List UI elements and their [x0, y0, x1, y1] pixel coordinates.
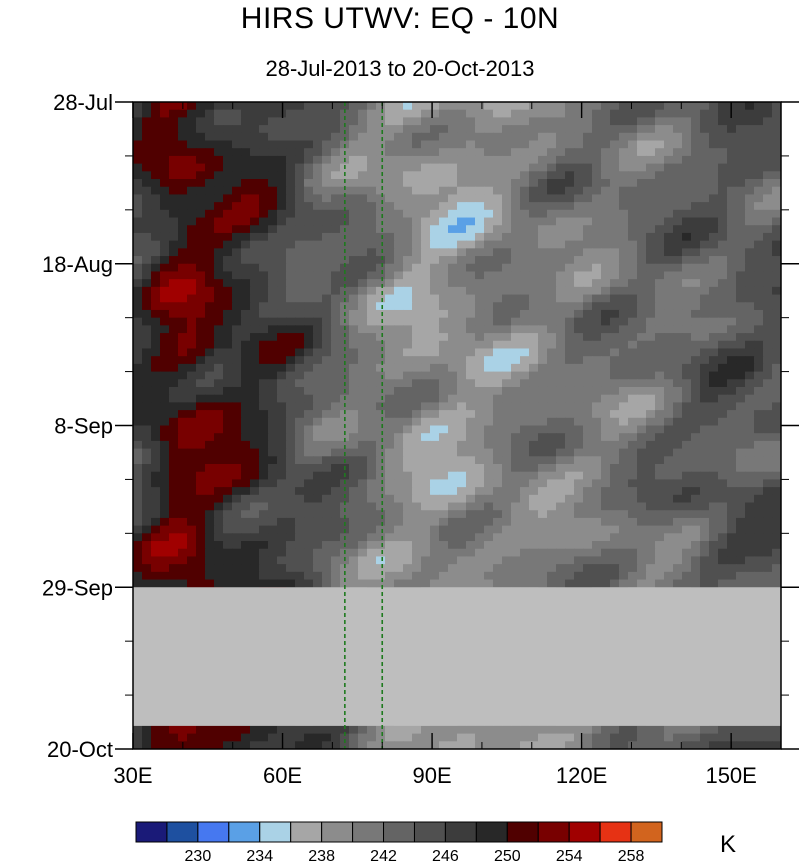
y-tick-label: 18-Aug	[42, 252, 113, 277]
colorbar-swatch	[228, 821, 261, 843]
colorbar-swatch	[290, 821, 323, 843]
x-tick-label: 60E	[263, 763, 302, 788]
colorbar-swatch	[166, 821, 199, 843]
colorbar-swatch	[321, 821, 354, 843]
colorbar-tick-label: 238	[308, 848, 335, 864]
y-tick-label: 28-Jul	[53, 90, 113, 115]
plot-area	[133, 102, 781, 749]
x-tick-label: 30E	[113, 763, 152, 788]
x-tick-label: 150E	[705, 763, 756, 788]
colorbar-tick-label: 258	[618, 848, 645, 864]
colorbar-swatch	[259, 821, 292, 843]
colorbar-tick-label: 250	[494, 848, 521, 864]
y-tick-label: 29-Sep	[42, 575, 113, 600]
x-tick-label: 90E	[412, 763, 451, 788]
x-axis: 30E 60E 90E 120E 150E	[113, 102, 782, 788]
y-axis: 28-Jul 18-Aug 8-Sep 29-Sep 20-Oct	[42, 90, 799, 762]
colorbar-swatch	[630, 821, 663, 843]
colorbar-swatch	[383, 821, 415, 843]
colorbar-swatch	[506, 821, 539, 843]
colorbar-swatch	[444, 821, 477, 843]
colorbar-swatch	[568, 821, 601, 843]
colorbar-swatch	[475, 821, 508, 843]
colorbar: 230 234 238 242 246 250 254 258 K	[135, 821, 736, 864]
colorbar-swatch	[537, 821, 570, 843]
colorbar-tick-label: 234	[246, 848, 273, 864]
colorbar-tick-label: 254	[556, 848, 583, 864]
colorbar-swatch	[413, 821, 446, 843]
missing-data-band	[133, 587, 781, 726]
y-tick-label: 8-Sep	[54, 414, 113, 439]
colorbar-swatch	[197, 821, 230, 843]
colorbar-swatch	[135, 821, 168, 843]
colorbar-unit-label: K	[720, 831, 736, 858]
colorbar-swatch	[599, 821, 632, 843]
x-tick-label: 120E	[556, 763, 607, 788]
colorbar-swatch	[352, 821, 385, 843]
chart-title: HIRS UTWV: EQ - 10N	[240, 2, 560, 35]
colorbar-tick-label: 246	[432, 848, 459, 864]
colorbar-tick-label: 230	[185, 848, 212, 864]
colorbar-tick-label: 242	[370, 848, 397, 864]
y-tick-label: 20-Oct	[47, 737, 113, 762]
chart-subtitle: 28-Jul-2013 to 20-Oct-2013	[265, 56, 535, 81]
